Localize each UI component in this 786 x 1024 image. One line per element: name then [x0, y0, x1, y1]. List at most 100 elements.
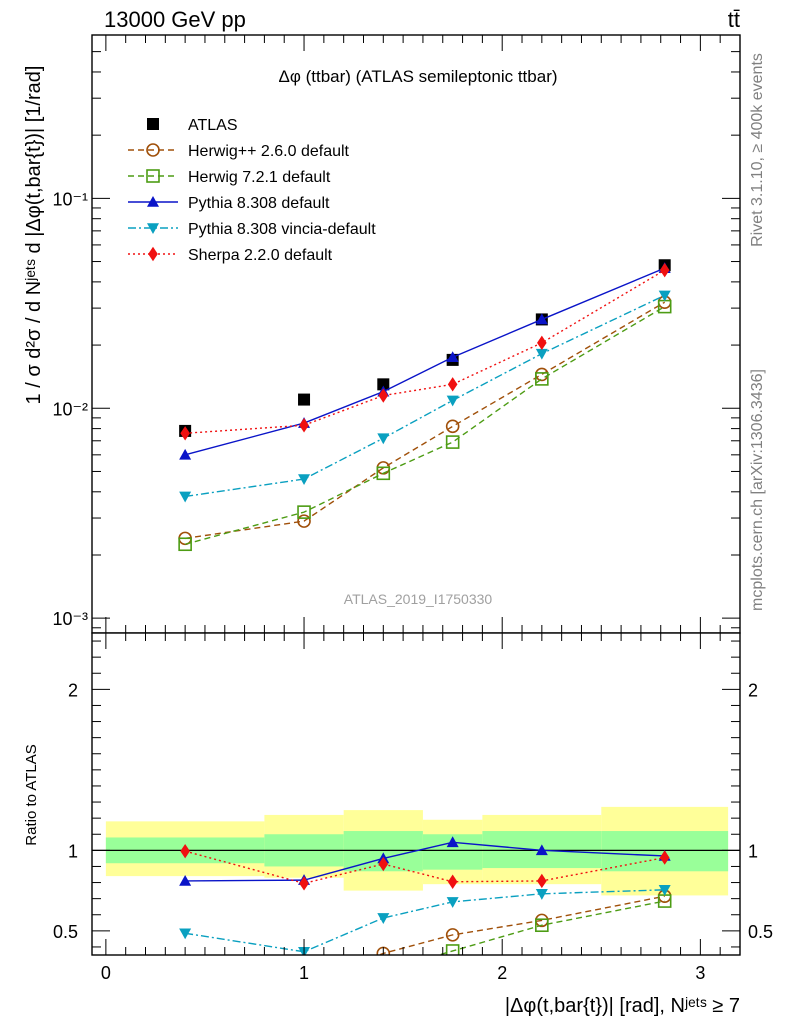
series-sherpa-2-2-0-default: [180, 262, 670, 441]
main-series-layer: [178, 259, 672, 552]
series-line: [185, 301, 666, 540]
x-tick-label: 3: [695, 963, 705, 983]
ratio-series-line: [185, 841, 665, 882]
x-tick-label: 1: [299, 963, 309, 983]
data-point: [658, 290, 671, 302]
legend-marker: [147, 118, 159, 130]
legend-marker: [146, 143, 160, 157]
ratio-data-point: [445, 944, 460, 955]
rivet-version-label: Rivet 3.1.10, ≥ 400k events: [749, 53, 766, 247]
ratio-data-point: [535, 889, 548, 900]
legend-entry-atlas: ATLAS: [147, 117, 238, 134]
y-tick-label: 10⁻³: [52, 609, 88, 629]
series-line: [185, 294, 665, 498]
ratio-series-sherpa-2-2-0-default: [180, 843, 670, 891]
ratio-y-axis-label: Ratio to ATLAS: [23, 744, 40, 845]
legend-marker: [146, 169, 160, 183]
ratio-y-tick-label-left: 0.5: [53, 922, 78, 942]
ratio-data-point: [537, 873, 547, 889]
legend-label: ATLAS: [188, 117, 238, 134]
main-y-axis-label: 1 / σ d²σ / d Nʲᵉᵗˢ d |Δφ(t,bar{t})| [1/…: [23, 66, 45, 405]
data-point: [298, 393, 311, 406]
y-tick-label: 10⁻²: [52, 399, 88, 419]
ratio-data-point: [377, 913, 390, 924]
ratio-data-point: [299, 876, 309, 891]
legend-marker: [147, 223, 159, 234]
data-point: [377, 433, 390, 445]
data-point: [298, 474, 311, 486]
y-tick-label: 10⁻¹: [52, 189, 88, 209]
series-pythia-8-308-vincia-default: [179, 290, 671, 503]
series-line: [185, 269, 666, 434]
data-point: [537, 335, 547, 351]
ratio-data-point: [180, 843, 190, 859]
data-point: [535, 372, 549, 386]
data-point: [179, 448, 192, 460]
data-point: [178, 537, 192, 552]
mcplots-label: mcplots.cern.ch [arXiv:1306.3436]: [749, 369, 766, 611]
series-line: [184, 305, 666, 545]
data-point: [377, 378, 390, 391]
x-tick-label: 0: [101, 963, 111, 983]
data-point: [446, 395, 459, 407]
ratio-series-herwig-7-2-1-default: [436, 894, 672, 955]
legend-label: Herwig++ 2.6.0 default: [188, 143, 350, 160]
ratio-data-point: [659, 850, 670, 865]
ratio-data-point: [446, 836, 459, 848]
ratio-data-point: [446, 897, 459, 908]
data-point: [299, 418, 309, 433]
ratio-y-tick-label-left: 1: [68, 841, 78, 861]
legend-label: Herwig 7.2.1 default: [188, 169, 331, 186]
ratio-panel: [92, 633, 740, 955]
ratio-data-point: [179, 928, 192, 940]
data-point: [535, 313, 548, 325]
series-herwig-2-6-0-default: [178, 295, 672, 546]
legend-label: Pythia 8.308 default: [188, 195, 330, 212]
ratio-y-tick-label-left: 2: [68, 680, 78, 700]
legend-entry-herwig-2-6-0-default: Herwig++ 2.6.0 default: [128, 143, 350, 160]
main-plot-title: Δφ (ttbar) (ATLAS semileptonic ttbar): [278, 67, 557, 86]
legend-label: Sherpa 2.2.0 default: [188, 247, 333, 264]
ratio-y-tick-label-right: 0.5: [748, 922, 773, 942]
legend-entry-pythia-8-308-vincia-default: Pythia 8.308 vincia-default: [128, 221, 376, 238]
ratio-data-point: [535, 918, 549, 933]
series-herwig-7-2-1-default: [178, 299, 672, 552]
ratio-series-clipped: [179, 836, 672, 955]
ratio-data-point: [445, 928, 460, 942]
ratio-series-layer: [179, 836, 672, 955]
ratio-data-point: [535, 844, 548, 856]
x-axis-label: |Δφ(t,bar{t})| [rad], Nʲᵉᵗˢ ≥ 7: [505, 995, 740, 1017]
main-panel: [92, 35, 740, 633]
header-energy: 13000 GeV pp: [104, 7, 246, 32]
legend: ATLAS Herwig++ 2.6.0 default Herwig 7.2.1 …: [128, 117, 376, 264]
legend-label: Pythia 8.308 vincia-default: [188, 221, 376, 238]
analysis-watermark: ATLAS_2019_I1750330: [344, 591, 493, 607]
ratio-y-tick-label-right: 1: [748, 841, 758, 861]
legend-entry-sherpa-2-2-0-default: Sherpa 2.2.0 default: [128, 246, 333, 264]
legend-entry-herwig-7-2-1-default: Herwig 7.2.1 default: [128, 169, 331, 186]
data-point: [378, 388, 389, 403]
ratio-data-point: [658, 884, 671, 896]
ratio-data-point: [179, 874, 192, 886]
data-point: [297, 505, 311, 519]
legend-marker: [148, 246, 158, 262]
series-line: [184, 267, 665, 456]
data-point: [445, 435, 460, 449]
main-plot-area: [92, 35, 740, 633]
header-process: tt̄: [728, 7, 740, 32]
ratio-series-line: [436, 900, 665, 955]
data-point: [376, 466, 391, 481]
ratio-frame: 0.5 0.5 1 1 2 2 0 1 2 3: [53, 632, 773, 983]
data-point: [446, 351, 459, 363]
legend-marker: [147, 196, 159, 207]
ratio-plot-area: [92, 633, 740, 955]
legend-entry-pythia-8-308-default: Pythia 8.308 default: [128, 195, 330, 212]
data-point: [297, 514, 311, 528]
data-point: [179, 491, 192, 503]
ratio-series-line: [184, 850, 665, 885]
data-point: [447, 377, 458, 392]
ratio-axes-box: [91, 632, 741, 956]
main-frame: 10⁻³ 10⁻² 10⁻¹: [52, 34, 741, 634]
ratio-y-tick-label-right: 2: [748, 680, 758, 700]
